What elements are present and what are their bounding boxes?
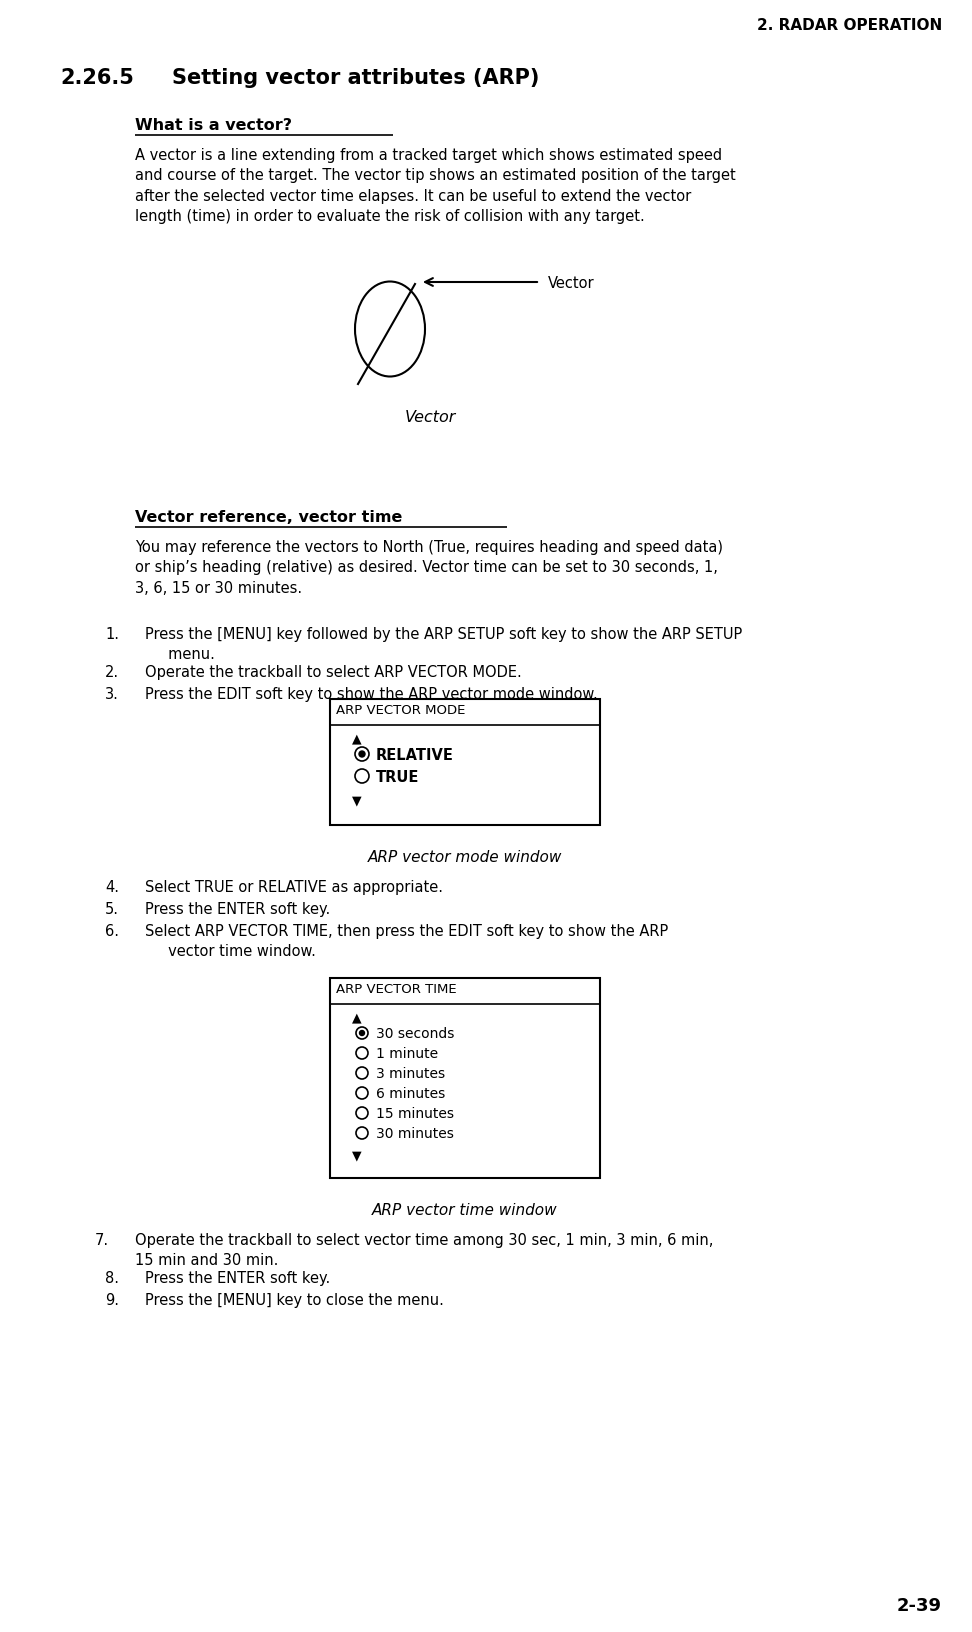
- Text: RELATIVE: RELATIVE: [376, 747, 454, 762]
- Text: 2. RADAR OPERATION: 2. RADAR OPERATION: [757, 18, 942, 33]
- Text: ARP VECTOR MODE: ARP VECTOR MODE: [336, 703, 466, 716]
- Circle shape: [360, 1031, 364, 1036]
- Text: ARP vector mode window: ARP vector mode window: [367, 850, 562, 865]
- Text: Setting vector attributes (ARP): Setting vector attributes (ARP): [172, 69, 539, 88]
- Text: 4.: 4.: [105, 880, 119, 894]
- Text: 15 minutes: 15 minutes: [376, 1106, 454, 1120]
- Text: 2.: 2.: [105, 664, 120, 679]
- Text: Operate the trackball to select ARP VECTOR MODE.: Operate the trackball to select ARP VECT…: [145, 664, 522, 679]
- Text: What is a vector?: What is a vector?: [135, 118, 292, 132]
- Text: Vector: Vector: [548, 276, 595, 290]
- Circle shape: [359, 752, 365, 757]
- Text: ▲: ▲: [352, 1010, 362, 1023]
- Text: Press the EDIT soft key to show the ARP vector mode window.: Press the EDIT soft key to show the ARP …: [145, 687, 598, 702]
- Text: ▼: ▼: [352, 793, 362, 806]
- Text: 6.: 6.: [105, 924, 119, 938]
- Text: ▲: ▲: [352, 731, 362, 744]
- Text: Press the ENTER soft key.: Press the ENTER soft key.: [145, 1270, 330, 1286]
- Text: 3.: 3.: [105, 687, 119, 702]
- Text: 9.: 9.: [105, 1293, 119, 1307]
- Text: 1.: 1.: [105, 627, 119, 641]
- Text: ARP VECTOR TIME: ARP VECTOR TIME: [336, 982, 457, 996]
- Text: 6 minutes: 6 minutes: [376, 1087, 445, 1100]
- Text: 30 minutes: 30 minutes: [376, 1126, 454, 1141]
- Text: 3 minutes: 3 minutes: [376, 1066, 445, 1080]
- Text: Operate the trackball to select vector time among 30 sec, 1 min, 3 min, 6 min,
1: Operate the trackball to select vector t…: [135, 1232, 713, 1266]
- Text: You may reference the vectors to North (True, requires heading and speed data)
o: You may reference the vectors to North (…: [135, 540, 723, 596]
- Text: 2-39: 2-39: [897, 1596, 942, 1614]
- Bar: [330, 700, 600, 826]
- Text: Vector: Vector: [404, 410, 456, 424]
- Text: Select TRUE or RELATIVE as appropriate.: Select TRUE or RELATIVE as appropriate.: [145, 880, 443, 894]
- Text: 1 minute: 1 minute: [376, 1046, 438, 1061]
- Text: Press the [MENU] key followed by the ARP SETUP soft key to show the ARP SETUP
  : Press the [MENU] key followed by the ARP…: [145, 627, 743, 661]
- Bar: [330, 979, 600, 1178]
- Text: TRUE: TRUE: [376, 770, 419, 785]
- Text: 8.: 8.: [105, 1270, 119, 1286]
- Text: ARP vector time window: ARP vector time window: [372, 1203, 558, 1217]
- Text: ▼: ▼: [352, 1149, 362, 1162]
- Text: 5.: 5.: [105, 901, 119, 917]
- Text: 7.: 7.: [95, 1232, 109, 1247]
- Text: 2.26.5: 2.26.5: [60, 69, 134, 88]
- Text: Press the [MENU] key to close the menu.: Press the [MENU] key to close the menu.: [145, 1293, 444, 1307]
- Text: A vector is a line extending from a tracked target which shows estimated speed
a: A vector is a line extending from a trac…: [135, 149, 736, 224]
- Text: Select ARP VECTOR TIME, then press the EDIT soft key to show the ARP
     vector: Select ARP VECTOR TIME, then press the E…: [145, 924, 668, 958]
- Text: Vector reference, vector time: Vector reference, vector time: [135, 509, 402, 524]
- Text: 30 seconds: 30 seconds: [376, 1027, 454, 1040]
- Text: Press the ENTER soft key.: Press the ENTER soft key.: [145, 901, 330, 917]
